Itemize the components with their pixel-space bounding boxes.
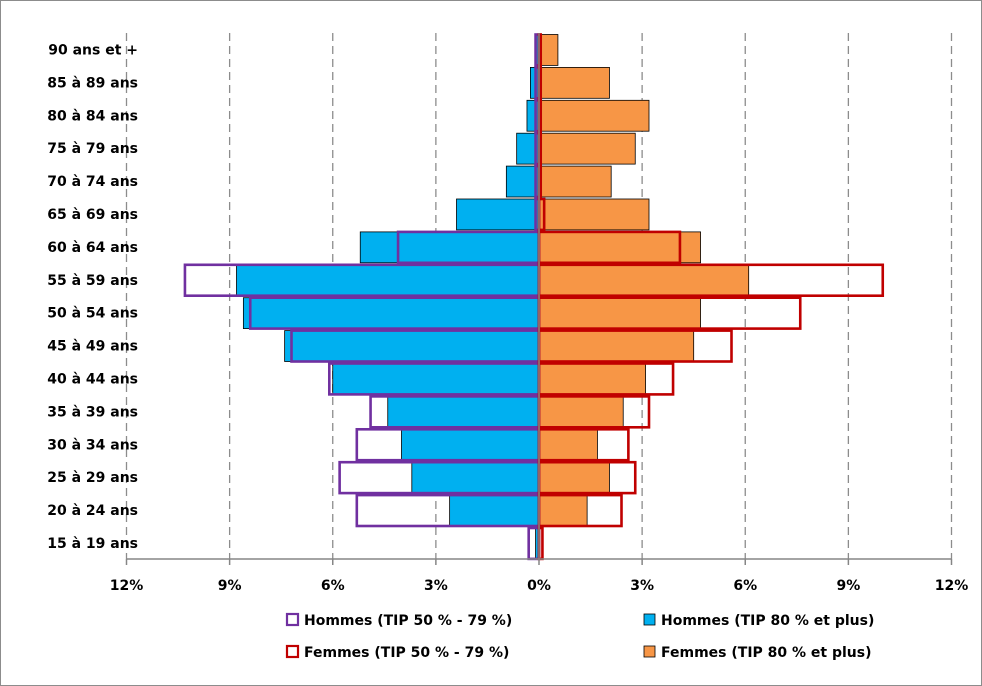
legend-swatch-0 [285,612,300,627]
legend-label-1: Hommes (TIP 80 % et plus) [661,613,874,629]
category-label-5: 65 à 69 ans [47,207,138,223]
x-tick-label-1: 9% [218,578,242,594]
bar-hommes-80-10 [332,363,540,395]
bar-hommes-80-12 [401,428,540,461]
x-tick-label-2: 6% [321,578,345,594]
category-label-15: 15 à 19 ans [47,536,138,552]
category-label-8: 50 à 54 ans [47,306,138,322]
bar-femmes-80-10 [538,363,646,395]
legend-swatch-3 [643,645,656,658]
bar-femmes-80-9 [538,330,695,362]
category-label-10: 40 à 44 ans [47,371,138,387]
category-label-3: 75 à 79 ans [47,141,138,157]
axes [125,33,953,565]
bar-hommes-80-14 [449,494,540,527]
bar-hommes-80-2 [526,99,540,132]
category-label-13: 25 à 29 ans [47,470,138,486]
category-label-11: 35 à 39 ans [47,404,138,420]
category-label-7: 55 à 59 ans [47,273,138,289]
category-label-4: 70 à 74 ans [47,174,138,190]
bar-hommes-80-8 [242,297,540,330]
legend-swatch-2 [285,644,300,659]
x-tick-label-5: 3% [630,578,654,594]
bar-femmes-80-5 [538,198,650,231]
bars [236,34,750,560]
legend-label-3: Femmes (TIP 80 % et plus) [661,645,872,661]
bar-femmes-80-7 [538,264,750,297]
legend-label-2: Femmes (TIP 50 % - 79 %) [304,645,509,661]
legend: Hommes (TIP 50 % - 79 %) Hommes (TIP 80 %… [285,612,874,661]
x-tick-label-8: 12% [935,578,969,594]
category-label-0: 90 ans et + [48,42,138,58]
bar-femmes-80-13 [538,461,610,494]
category-label-2: 80 à 84 ans [47,108,138,124]
bar-hommes-80-5 [456,198,540,231]
bar-femmes-80-8 [538,297,701,330]
x-tick-labels: 12% 9% 6% 3% 0% 3% 6% 9% 12% [110,578,969,594]
category-label-9: 45 à 49 ans [47,339,138,355]
category-label-14: 20 à 24 ans [47,503,138,519]
bar-hommes-80-7 [236,264,540,297]
bar-femmes-80-2 [538,99,650,132]
bar-hommes-80-6 [359,231,540,264]
x-tick-label-3: 3% [424,578,448,594]
bar-femmes-80-3 [538,132,636,165]
category-label-12: 30 à 34 ans [47,437,138,453]
bar-femmes-80-1 [538,67,610,99]
legend-swatch-1 [643,613,656,626]
bar-femmes-80-6 [538,231,701,264]
x-tick-label-7: 9% [836,578,860,594]
legend-label-0: Hommes (TIP 50 % - 79 %) [304,613,512,629]
bar-hommes-80-4 [505,165,540,198]
x-tick-label-6: 6% [733,578,757,594]
category-labels: 90 ans et + 85 à 89 ans 80 à 84 ans 75 à 79… [47,42,138,552]
category-label-1: 85 à 89 ans [47,75,138,91]
bar-femmes-80-14 [538,494,588,527]
bar-hommes-80-9 [284,330,540,362]
bar-femmes-80-11 [538,395,624,428]
bar-femmes-80-12 [538,428,598,461]
category-label-6: 60 à 64 ans [47,240,138,256]
bar-hommes-80-11 [387,395,540,428]
x-tick-label-0: 12% [110,578,144,594]
bar-femmes-80-4 [538,165,612,198]
bar-hommes-80-13 [411,461,540,494]
x-tick-label-4: 0% [527,578,551,594]
